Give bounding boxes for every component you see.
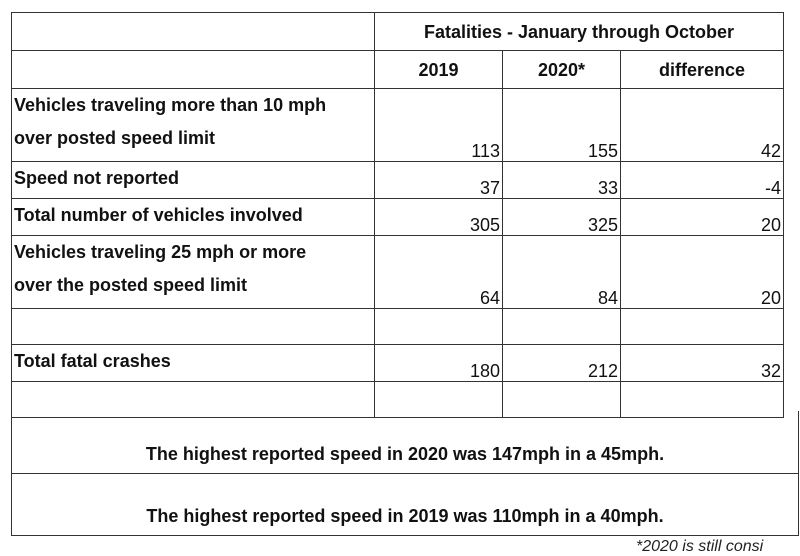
value-difference: 20 bbox=[620, 235, 784, 309]
table-row: Vehicles traveling 25 mph or more over t… bbox=[11, 235, 784, 309]
row-label-line2: over posted speed limit bbox=[14, 128, 216, 148]
empty-cell bbox=[11, 12, 375, 51]
table-row: Total number of vehicles involved 305 32… bbox=[11, 198, 784, 236]
value-2019: 180 bbox=[374, 344, 503, 382]
fatalities-table: Fatalities - January through October 201… bbox=[11, 12, 784, 418]
column-header-2019: 2019 bbox=[374, 50, 503, 89]
value-difference: 32 bbox=[620, 344, 784, 382]
value-2019: 37 bbox=[374, 161, 503, 199]
row-label: Speed not reported bbox=[11, 161, 375, 199]
value-difference: -4 bbox=[620, 161, 784, 199]
title-row: Fatalities - January through October bbox=[11, 12, 784, 51]
row-label: Total number of vehicles involved bbox=[11, 198, 375, 236]
column-header-2020: 2020* bbox=[502, 50, 621, 89]
value-2020: 212 bbox=[502, 344, 621, 382]
table-row: Vehicles traveling more than 10 mph over… bbox=[11, 88, 784, 162]
empty-cell bbox=[502, 381, 621, 418]
value-2020: 84 bbox=[502, 235, 621, 309]
note-text: The highest reported speed in 2020 was 1… bbox=[145, 444, 665, 464]
row-label-line1: Vehicles traveling 25 mph or more bbox=[14, 242, 307, 262]
value-difference: 20 bbox=[620, 198, 784, 236]
row-label: Vehicles traveling 25 mph or more over t… bbox=[11, 235, 375, 309]
row-label: Vehicles traveling more than 10 mph over… bbox=[11, 88, 375, 162]
empty-row bbox=[11, 381, 784, 418]
row-label-line2: over the posted speed limit bbox=[14, 275, 248, 295]
row-label-line1: Vehicles traveling more than 10 mph bbox=[14, 95, 327, 115]
empty-cell bbox=[620, 308, 784, 345]
row-label-text: Total number of vehicles involved bbox=[14, 205, 303, 225]
empty-cell bbox=[374, 381, 503, 418]
empty-cell bbox=[502, 308, 621, 345]
empty-cell bbox=[11, 308, 375, 345]
value-2020: 155 bbox=[502, 88, 621, 162]
empty-cell bbox=[620, 381, 784, 418]
note-2020-highest-speed: The highest reported speed in 2020 was 1… bbox=[11, 411, 799, 474]
empty-row bbox=[11, 308, 784, 345]
value-2020: 325 bbox=[502, 198, 621, 236]
note-2019-highest-speed: The highest reported speed in 2019 was 1… bbox=[11, 474, 799, 536]
table-row: Total fatal crashes 180 212 32 bbox=[11, 344, 784, 382]
footnote: *2020 is still consi bbox=[636, 538, 764, 555]
row-label-text: Speed not reported bbox=[14, 168, 180, 188]
empty-cell bbox=[11, 50, 375, 89]
table-title: Fatalities - January through October bbox=[374, 12, 784, 51]
row-label: Total fatal crashes bbox=[11, 344, 375, 382]
value-2019: 305 bbox=[374, 198, 503, 236]
column-header-difference: difference bbox=[620, 50, 784, 89]
value-2019: 113 bbox=[374, 88, 503, 162]
row-label-text: Total fatal crashes bbox=[14, 351, 171, 371]
table-row: Speed not reported 37 33 -4 bbox=[11, 161, 784, 199]
empty-cell bbox=[11, 381, 375, 418]
value-difference: 42 bbox=[620, 88, 784, 162]
value-2019: 64 bbox=[374, 235, 503, 309]
note-text: The highest reported speed in 2019 was 1… bbox=[146, 506, 664, 526]
header-row: 2019 2020* difference bbox=[11, 50, 784, 89]
value-2020: 33 bbox=[502, 161, 621, 199]
empty-cell bbox=[374, 308, 503, 345]
